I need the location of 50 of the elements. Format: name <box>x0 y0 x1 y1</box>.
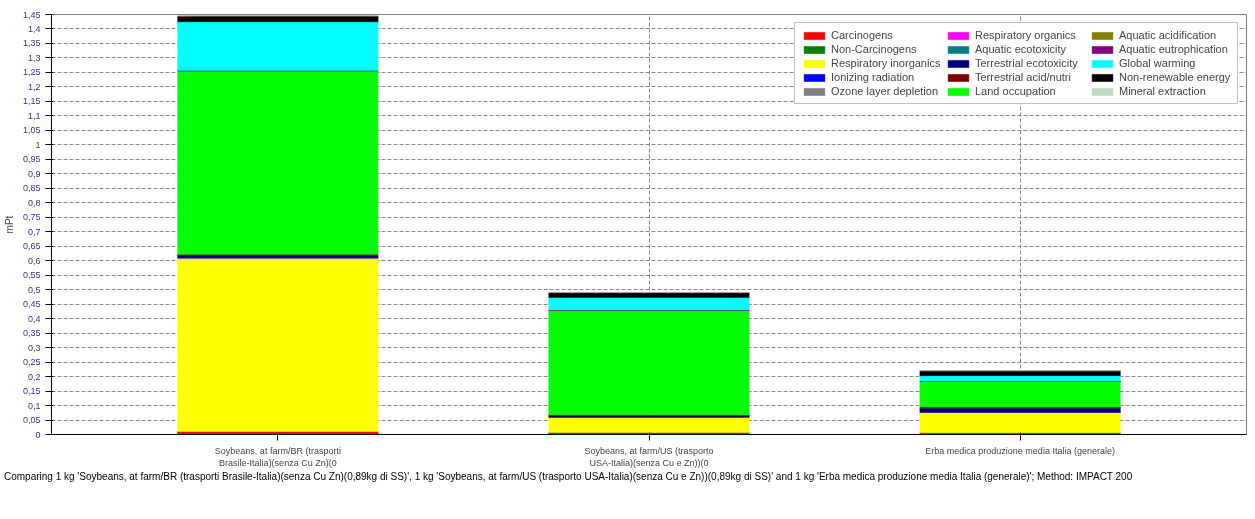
x-tick-label: Soybeans, at farm/US (trasporto USA-Italia)(senza Cu e Zn))(0 <box>584 445 714 468</box>
legend-label: Carcinogens <box>831 29 894 41</box>
y-tick-label: 0,35 <box>22 328 41 339</box>
legend-label: Aquatic acidification <box>1119 29 1218 41</box>
y-tick-label: 0,3 <box>27 342 41 353</box>
y-tick-label: 0,25 <box>22 357 41 368</box>
y-tick-label: 0,7 <box>27 226 41 237</box>
y-tick-label: 0,1 <box>27 400 41 411</box>
y-tick-label: 1,3 <box>27 52 41 63</box>
legend-label: Aquatic eutrophication <box>1119 43 1229 55</box>
legend-label: Aquatic ecotoxicity <box>975 43 1068 55</box>
y-tick-label: 0,95 <box>22 154 41 165</box>
y-tick-label: 0 <box>35 429 41 440</box>
y-tick-label: 1,1 <box>27 110 41 121</box>
y-tick-label: 0,8 <box>27 197 41 208</box>
legend-label: Ozone layer depletion <box>831 85 939 97</box>
y-tick-label: 1,15 <box>22 96 41 107</box>
y-tick-label: 0,05 <box>22 415 41 426</box>
x-tick-label: Soybeans, at farm/BR (trasporti Brasile-Italia)(senza Cu Zn)(0 <box>214 445 341 468</box>
y-tick-label: 1,05 <box>22 125 41 136</box>
text: Comparing 1 kg 'Soybeans, at farm/BR (trasporti Brasile-Italia)(senza Cu Zn)(0,89kg di SS)', 1 kg 'Soybeans, at farm/US (trasporto USA-Italia)(senza Cu e Zn))(0,89kg di SS)' and 1 kg 'Erba medica produzione media Italia (generale)'; Method: IMPACT 200 <box>4 470 1133 484</box>
y-tick-label: 0,9 <box>27 168 41 179</box>
legend-label: Non-Carcinogens <box>831 43 918 55</box>
y-tick-label: 1 <box>35 139 41 150</box>
legend-label: Global warming <box>1119 57 1197 69</box>
y-tick-label: 1,2 <box>27 81 41 92</box>
y-tick-label: 0,5 <box>27 284 41 295</box>
y-tick-label: 0,2 <box>27 371 41 382</box>
y-tick-label: 0,45 <box>22 299 41 310</box>
legend-label: Terrestrial ecotoxicity <box>975 57 1079 69</box>
legend-label: Non-renewable energy <box>1119 71 1231 83</box>
y-tick-label: 1,45 <box>22 9 41 20</box>
y-tick-label: 0,75 <box>22 212 41 223</box>
y-tick-label: 0,65 <box>22 241 41 252</box>
y-tick-label: 0,15 <box>22 386 41 397</box>
y-tick-label: 1,25 <box>22 67 41 78</box>
y-tick-label: 0,85 <box>22 183 41 194</box>
y-tick-label: 1,35 <box>22 38 41 49</box>
legend-label: Mineral extraction <box>1119 85 1207 97</box>
x-tick-label: Erba medica produzione media Italia (generale) <box>925 445 1115 456</box>
y-axis-title: mPt <box>3 215 15 234</box>
legend-label: Land occupation <box>975 85 1057 97</box>
legend-label: Respiratory organics <box>975 29 1077 41</box>
legend-label: Ionizing radiation <box>831 71 916 83</box>
legend-label: Respiratory inorganics <box>831 57 942 69</box>
y-tick-label: 0,6 <box>27 255 41 266</box>
y-tick-label: 0,4 <box>27 313 41 324</box>
legend-label: Terrestrial acid/nutri <box>975 71 1072 83</box>
y-tick-label: 0,55 <box>22 270 41 281</box>
y-tick-label: 1,4 <box>27 23 41 34</box>
